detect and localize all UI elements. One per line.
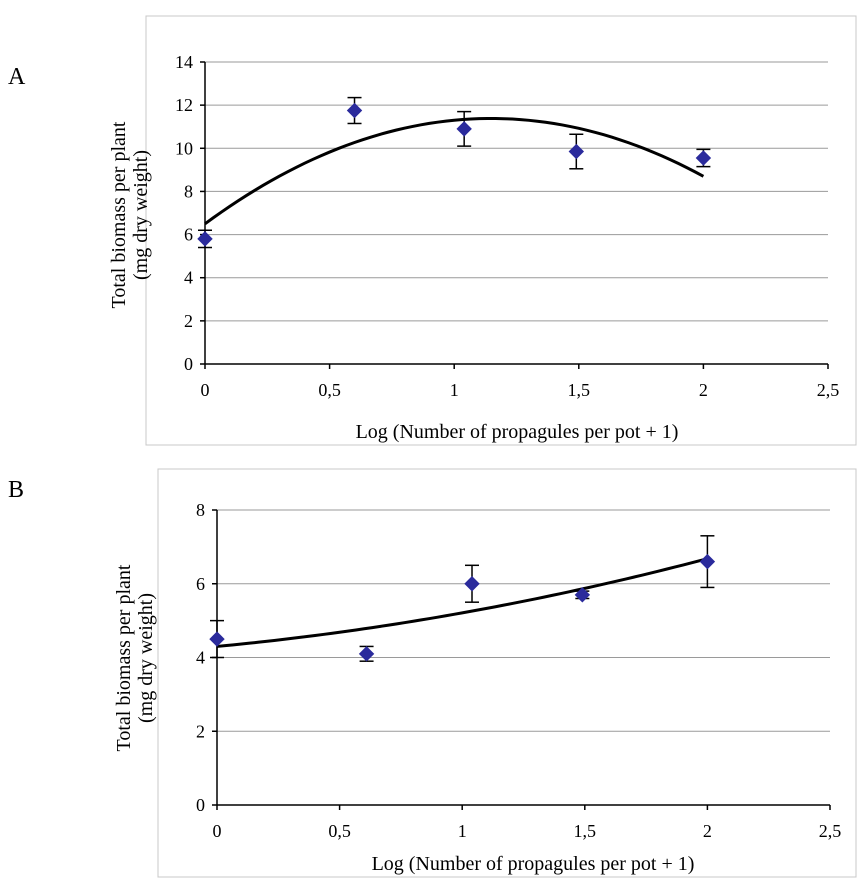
chart-b-data-point	[699, 535, 716, 589]
chart-b-diamond-marker	[574, 587, 591, 603]
chart-b-xtick-labels: 0 0,5 1 1,5 2 2,5	[213, 805, 842, 841]
chart-b-xtick-label: 0,5	[328, 821, 351, 841]
chart-a-ytick-label: 0	[184, 354, 193, 374]
chart-b-diamond-marker	[358, 646, 375, 662]
chart-a-xtick-label: 1,5	[568, 380, 591, 400]
panel-b-label: B	[8, 477, 24, 503]
chart-b-diamond-marker	[699, 553, 716, 570]
chart-a-y-axis-label-line1: Total biomass per plant	[108, 121, 130, 308]
chart-a-xtick-label: 1	[450, 380, 459, 400]
chart-b-diamond-marker	[209, 631, 225, 647]
chart-a-ytick-label: 12	[175, 95, 193, 115]
chart-a-ytick-label: 14	[175, 52, 193, 72]
chart-a-ytick-label: 10	[175, 138, 193, 158]
chart-a-ytick-label: 6	[184, 225, 193, 245]
chart-a-data-point	[695, 148, 712, 168]
chart-b-points	[209, 535, 716, 662]
chart-a-ytick-labels: 0 2 4 6 8 10 12 14	[175, 52, 205, 374]
chart-a-data-point	[346, 96, 363, 125]
chart-b-frame	[157, 468, 857, 878]
chart-b-data-point	[209, 619, 225, 659]
chart-a-trend-line	[204, 116, 705, 226]
chart-b-y-axis-label-line2: (mg dry weight)	[135, 593, 157, 723]
chart-panel-a: A 0 2 4 6 8 10 12 14 0 0,5 1 1,5 2 2,5 Log (Number o…	[8, 15, 857, 446]
chart-a-gridlines	[205, 61, 828, 322]
chart-a-y-axis-label-line2: (mg dry weight)	[130, 150, 152, 280]
chart-b-diamond-marker	[464, 576, 480, 592]
chart-b-y-axis-label-line1: Total biomass per plant	[113, 564, 135, 751]
chart-b-ytick-label: 2	[196, 721, 205, 741]
chart-a-diamond-marker	[197, 231, 213, 247]
chart-b-data-point	[358, 645, 375, 662]
chart-a-ytick-label: 8	[184, 181, 193, 201]
chart-a-xtick-label: 0,5	[318, 380, 341, 400]
chart-a-diamond-marker	[695, 150, 712, 166]
chart-a-data-point	[568, 133, 585, 170]
chart-a-diamond-marker	[456, 121, 472, 137]
chart-b-ytick-label: 0	[196, 795, 205, 815]
chart-a-xtick-label: 0	[201, 380, 210, 400]
chart-a-xtick-label: 2,5	[817, 380, 840, 400]
chart-b-data-point	[574, 587, 591, 603]
chart-panel-b: B 0 2 4 6 8 0 0,5 1 1,5 2 2,5 Log (Number of prop…	[8, 468, 857, 878]
chart-a-ytick-label: 2	[184, 311, 193, 331]
chart-b-xtick-label: 1	[458, 821, 467, 841]
chart-a-points	[197, 96, 712, 249]
chart-a-data-point	[456, 110, 472, 147]
chart-a-diamond-marker	[346, 102, 363, 119]
chart-b-x-axis-label: Log (Number of propagules per pot + 1)	[372, 853, 695, 875]
panel-a-label: A	[8, 64, 26, 90]
chart-a-frame	[145, 15, 857, 446]
chart-b-ytick-label: 8	[196, 500, 205, 520]
chart-a-diamond-marker	[568, 143, 585, 160]
chart-b-xtick-label: 1,5	[574, 821, 597, 841]
chart-b-xtick-label: 2	[703, 821, 712, 841]
chart-a-data-point	[197, 229, 213, 249]
chart-b-ytick-label: 6	[196, 574, 205, 594]
chart-b-gridlines	[217, 509, 830, 732]
chart-b-xtick-label: 2,5	[819, 821, 842, 841]
chart-a-x-axis-label: Log (Number of propagules per pot + 1)	[356, 421, 679, 443]
chart-a-xtick-label: 2	[699, 380, 708, 400]
chart-b-ytick-label: 4	[196, 648, 205, 668]
chart-a-ytick-label: 4	[184, 268, 193, 288]
chart-b-xtick-label: 0	[213, 821, 222, 841]
chart-b-data-point	[464, 564, 480, 603]
chart-b-trend-line	[216, 557, 708, 648]
chart-a-xtick-labels: 0 0,5 1 1,5 2 2,5	[201, 364, 840, 400]
